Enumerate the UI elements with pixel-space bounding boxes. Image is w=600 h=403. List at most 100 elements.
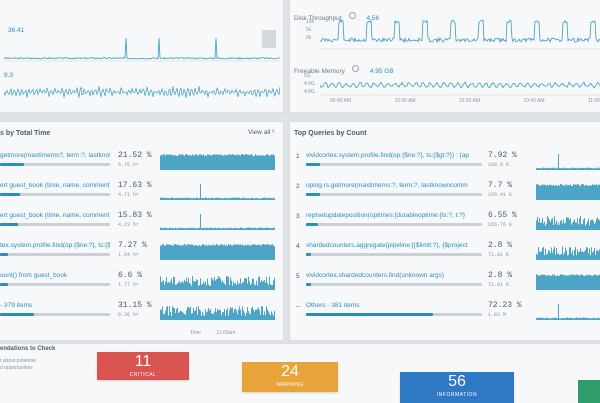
query-text[interactable]: Others - 381 items (306, 302, 360, 309)
query-bar (306, 193, 482, 196)
memory-axis: 5G 4.9G 4.8G (304, 73, 315, 95)
query-percent: 6.6 % (118, 271, 143, 280)
query-row[interactable]: 1 vividcortex.system.profile.find(op:{$ne… (290, 150, 600, 178)
query-subvalue: 1.94 hr (118, 252, 140, 258)
query-percent: 7.7 % (488, 181, 513, 190)
recommendations-panel: endations to Check t about potential d o… (0, 344, 600, 403)
top-left-panel: 36.41 9.3 (0, 0, 283, 112)
query-sparkline (160, 152, 275, 175)
chevron-right-icon[interactable]: › (272, 128, 275, 135)
query-subvalue: 4.23 hr (118, 222, 140, 228)
query-row[interactable]: tex.system.profile.find(op:{$ne:?}, ts:{… (0, 240, 283, 268)
query-subvalue: 71.81 K (488, 282, 510, 288)
sparkline-2 (4, 80, 280, 104)
disk-throughput-label: Disk Throughput (294, 15, 342, 22)
query-text[interactable]: ount() from guest_book (0, 272, 68, 279)
query-sparkline (160, 212, 275, 235)
metric-value-1: 36.41 (8, 27, 25, 34)
information-badge[interactable]: 56 INFORMATION (400, 372, 514, 403)
query-row[interactable]: 4 shardedcounters.aggregate(pipeline:[{$l… (290, 240, 600, 268)
query-bar (306, 313, 482, 316)
query-sparkline (536, 272, 600, 295)
query-bar (306, 283, 482, 286)
query-text[interactable]: ert guest_book (time, name, comment) val… (0, 182, 110, 189)
query-text[interactable]: ert guest_book (time, name, comment) val… (0, 212, 110, 219)
query-row[interactable]: - 379 items 31.15 % 8.36 hr (0, 300, 283, 328)
query-percent: 7.92 % (488, 151, 517, 160)
query-text[interactable]: replsetupdateposition(optimes:[durableop… (306, 212, 465, 219)
query-text[interactable]: shardedcounters.aggregate(pipeline:[{$li… (306, 242, 468, 249)
recommendations-desc: t about potential (0, 358, 36, 364)
query-percent: 72.23 % (488, 301, 522, 310)
query-row[interactable]: 3 replsetupdateposition(optimes:[durableo… (290, 210, 600, 238)
row-rank: 4 (296, 243, 300, 250)
query-subvalue: 8.36 hr (118, 312, 140, 318)
query-subvalue: 166.76 K (488, 222, 513, 228)
top-queries-by-count-panel: Top Queries by Count 1 vividcortex.system… (290, 122, 600, 340)
query-sparkline (160, 242, 275, 265)
query-percent: 31.15 % (118, 301, 152, 310)
query-bar (306, 253, 482, 256)
query-sparkline (536, 182, 600, 205)
row-rank: 3 (296, 213, 300, 220)
disk-axis: 10k 5k 0k (306, 19, 315, 41)
top-queries-by-time-panel: s by Total Time View all › getmore(maxti… (0, 122, 283, 340)
query-bar (306, 163, 482, 166)
query-text[interactable]: - 379 items (0, 302, 33, 309)
query-percent: 2.8 % (488, 241, 513, 250)
row-rank: 1 (296, 153, 300, 160)
query-bar (0, 193, 110, 196)
query-subvalue: 1.83 M (488, 312, 507, 318)
query-sparkline (536, 212, 600, 235)
info-icon[interactable] (349, 12, 357, 20)
sparkline-1 (4, 36, 280, 62)
query-sparkline (160, 182, 275, 205)
panel-title: s by Total Time (0, 130, 51, 137)
left-time-axis: Time 11:00am (190, 330, 236, 336)
row-rank: 5 (296, 273, 300, 280)
row-rank: 2 (296, 183, 300, 190)
query-row[interactable]: ert guest_book (time, name, comment) val… (0, 210, 283, 238)
top-right-panel: Disk Throughput 4.56 10k 5k 0k Freeable Me… (290, 0, 600, 112)
query-percent: 17.63 % (118, 181, 152, 190)
query-text[interactable]: vividcortex.shardedcounters.find(unknown… (306, 272, 445, 279)
panel-title: Top Queries by Count (294, 130, 367, 137)
query-subvalue: 5.76 hr (118, 162, 140, 168)
disk-throughput-chart (320, 14, 600, 50)
query-row[interactable]: 2 oplog.rs.getmore(maxtimems:?, term:?, l… (290, 180, 600, 208)
query-bar (306, 223, 482, 226)
scroll-tab[interactable] (262, 30, 276, 48)
extra-badge-edge (578, 380, 600, 403)
query-sparkline (536, 152, 600, 175)
query-sparkline (160, 302, 275, 325)
query-subvalue: 208.9 K (488, 162, 510, 168)
query-subvalue: 195.41 K (488, 192, 513, 198)
query-row[interactable]: – Others - 381 items 72.23 % 1.83 M (290, 300, 600, 328)
query-text[interactable]: vividcortex.system.profile.find(op:{$ne:… (306, 152, 469, 159)
recommendations-title: endations to Check (0, 346, 56, 352)
disk-throughput-value: 4.56 (366, 15, 380, 22)
query-bar (0, 163, 110, 166)
query-text[interactable]: tex.system.profile.find(op:{$ne:?}, ts:{… (0, 242, 110, 249)
query-text[interactable]: getmore(maxtimems?, term:?, lastknowncom… (0, 152, 110, 159)
query-row[interactable]: getmore(maxtimems?, term:?, lastknowncom… (0, 150, 283, 178)
query-text[interactable]: oplog.rs.getmore(maxtimems:?, term:?, la… (306, 182, 468, 189)
query-percent: 15.83 % (118, 211, 152, 220)
query-row[interactable]: ount() from guest_book 6.6 % 1.77 hr (0, 270, 283, 298)
freeable-memory-chart (320, 70, 600, 96)
query-subvalue: 1.77 hr (118, 282, 140, 288)
metric-value-2: 9.3 (4, 72, 14, 79)
time-axis: 09:40 AM 10:00 AM 10:20 AM 10:40 AM 11:00 (330, 98, 600, 104)
query-sparkline (536, 302, 600, 325)
query-row[interactable]: ert guest_book (time, name, comment) val… (0, 180, 283, 208)
query-percent: 6.55 % (488, 211, 517, 220)
query-percent: 21.52 % (118, 151, 152, 160)
row-rank: – (296, 303, 300, 310)
query-bar (0, 313, 110, 316)
view-all-link[interactable]: View all (248, 129, 271, 136)
critical-badge[interactable]: 11 CRITICAL (97, 352, 189, 380)
query-sparkline (536, 242, 600, 265)
query-row[interactable]: 5 vividcortex.shardedcounters.find(unknow… (290, 270, 600, 298)
recommendations-desc: d opportunities (0, 365, 33, 371)
warning-badge[interactable]: 24 WARNING (242, 362, 338, 392)
